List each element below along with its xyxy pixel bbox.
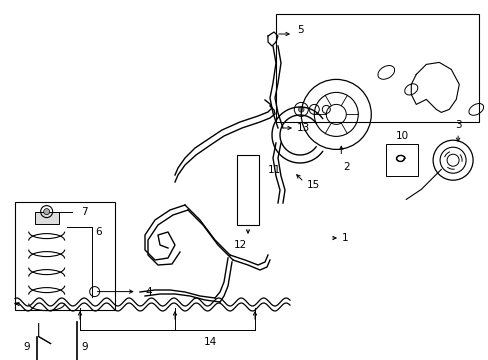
- Text: 4: 4: [145, 287, 152, 297]
- Text: 1: 1: [341, 233, 347, 243]
- Text: 5: 5: [296, 25, 303, 35]
- Text: 13: 13: [296, 123, 309, 133]
- Text: 15: 15: [306, 180, 319, 190]
- Text: 3: 3: [454, 120, 461, 130]
- Text: 6: 6: [95, 226, 102, 237]
- Bar: [276, 14, 478, 122]
- Circle shape: [43, 208, 50, 215]
- Bar: [15, 202, 115, 310]
- Text: 10: 10: [395, 131, 408, 141]
- Text: 9: 9: [81, 342, 88, 352]
- Text: 11: 11: [267, 165, 280, 175]
- Text: 7: 7: [81, 207, 88, 217]
- Bar: [386, 144, 417, 176]
- Bar: [237, 155, 259, 225]
- Circle shape: [298, 107, 304, 112]
- Text: 14: 14: [203, 337, 216, 347]
- Text: 9: 9: [23, 342, 30, 352]
- Text: 12: 12: [233, 240, 246, 250]
- Text: 2: 2: [342, 162, 349, 172]
- Bar: [35, 212, 59, 224]
